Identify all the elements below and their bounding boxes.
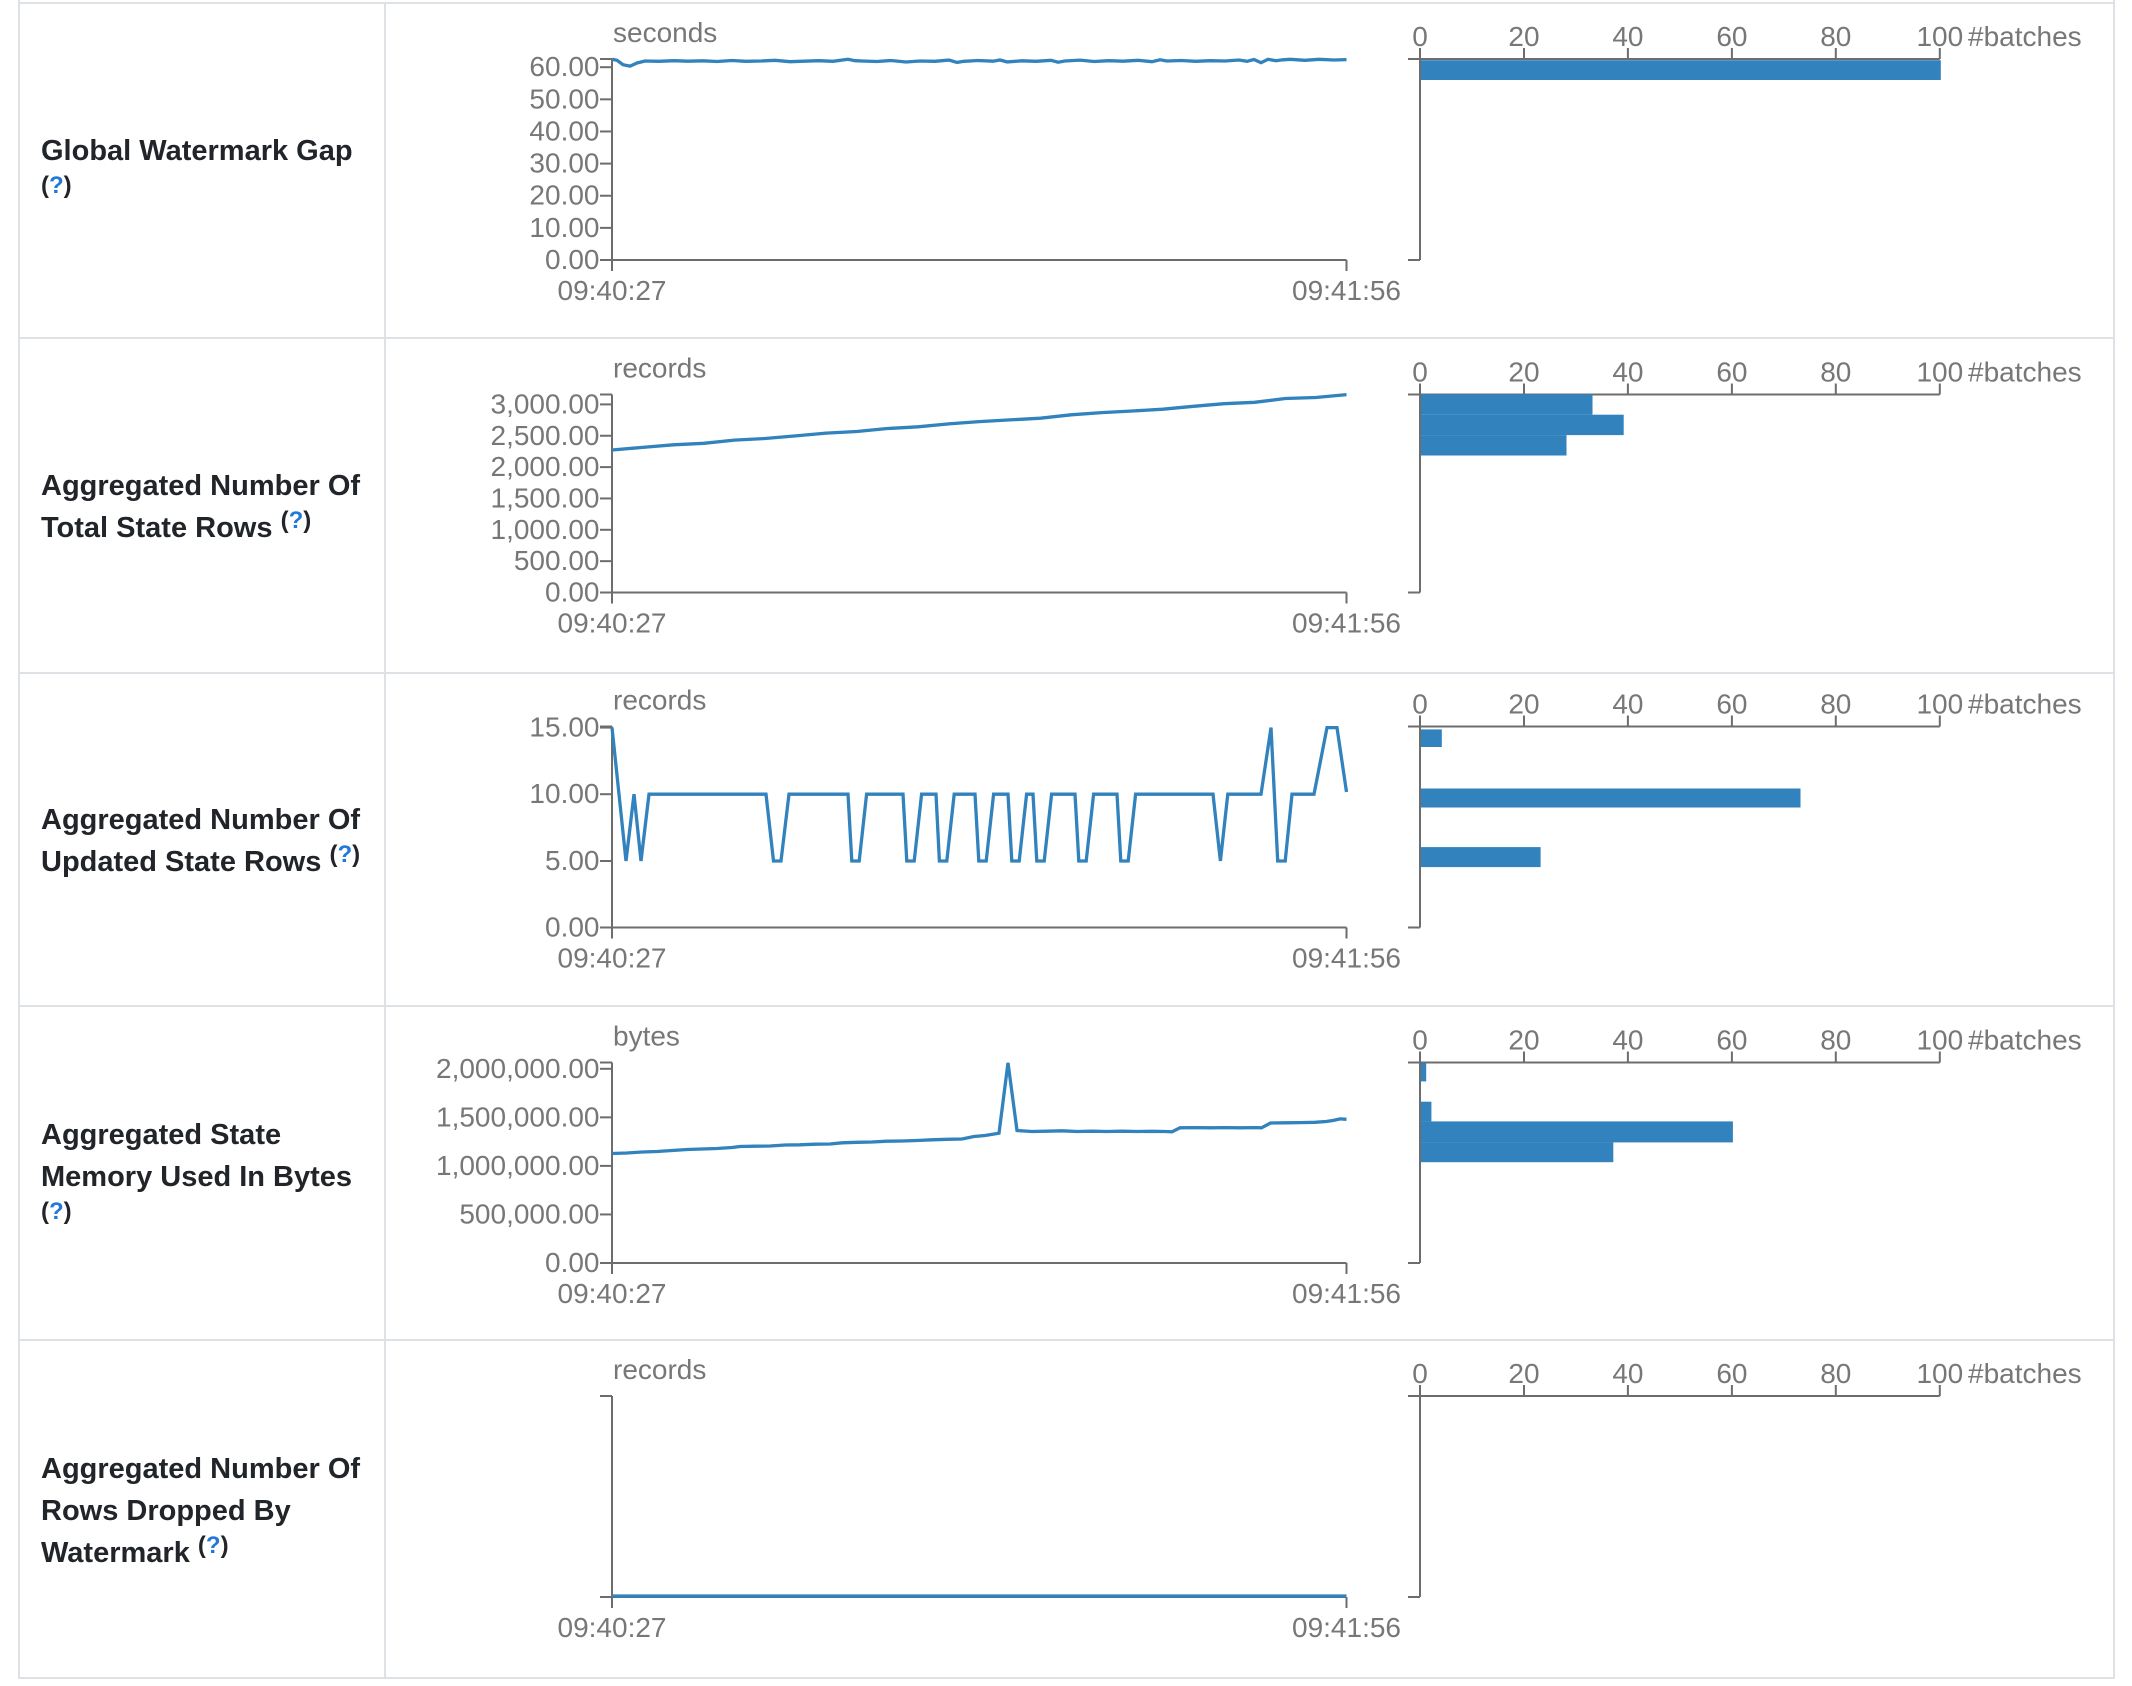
svg-text:0.00: 0.00 <box>545 577 600 608</box>
svg-text:30.00: 30.00 <box>529 148 599 179</box>
svg-text:records: records <box>613 353 706 384</box>
svg-text:60: 60 <box>1716 689 1747 720</box>
svg-text:100: 100 <box>1916 21 1963 52</box>
svg-text:#batches: #batches <box>1968 689 2082 720</box>
svg-text:0: 0 <box>1412 21 1428 52</box>
svg-text:records: records <box>613 1354 706 1385</box>
svg-text:40: 40 <box>1612 357 1643 388</box>
svg-text:records: records <box>613 685 706 716</box>
svg-text:0.00: 0.00 <box>545 912 600 943</box>
svg-text:20: 20 <box>1508 357 1539 388</box>
svg-text:bytes: bytes <box>613 1021 680 1052</box>
svg-text:10.00: 10.00 <box>529 778 599 809</box>
svg-text:09:41:56: 09:41:56 <box>1292 1612 1401 1643</box>
svg-text:10.00: 10.00 <box>529 212 599 243</box>
svg-text:#batches: #batches <box>1968 1358 2082 1389</box>
svg-text:#batches: #batches <box>1968 21 2082 52</box>
svg-text:100: 100 <box>1916 689 1963 720</box>
svg-text:#batches: #batches <box>1968 357 2082 388</box>
svg-text:500.00: 500.00 <box>514 545 600 576</box>
svg-text:100: 100 <box>1916 357 1963 388</box>
svg-text:50.00: 50.00 <box>529 83 599 114</box>
svg-text:09:40:27: 09:40:27 <box>558 1278 667 1309</box>
svg-text:100: 100 <box>1916 1025 1963 1056</box>
svg-text:3,000.00: 3,000.00 <box>491 388 600 419</box>
svg-text:20: 20 <box>1508 1025 1539 1056</box>
svg-text:80: 80 <box>1820 21 1851 52</box>
svg-text:60: 60 <box>1716 1358 1747 1389</box>
svg-text:60.00: 60.00 <box>529 51 599 82</box>
svg-text:09:41:56: 09:41:56 <box>1292 1278 1401 1309</box>
svg-text:#batches: #batches <box>1968 1025 2082 1056</box>
svg-text:60: 60 <box>1716 357 1747 388</box>
svg-text:1,000.00: 1,000.00 <box>491 514 600 545</box>
svg-text:2,000,000.00: 2,000,000.00 <box>436 1053 600 1084</box>
svg-text:1,000,000.00: 1,000,000.00 <box>436 1150 600 1181</box>
svg-text:20: 20 <box>1508 689 1539 720</box>
svg-text:60: 60 <box>1716 21 1747 52</box>
svg-text:seconds: seconds <box>613 17 717 48</box>
svg-text:09:40:27: 09:40:27 <box>558 275 667 306</box>
svg-text:5.00: 5.00 <box>545 845 600 876</box>
svg-text:20: 20 <box>1508 1358 1539 1389</box>
svg-text:0: 0 <box>1412 689 1428 720</box>
svg-text:500,000.00: 500,000.00 <box>459 1199 599 1230</box>
svg-text:09:41:56: 09:41:56 <box>1292 608 1401 639</box>
svg-text:20: 20 <box>1508 21 1539 52</box>
svg-text:1,500.00: 1,500.00 <box>491 482 600 513</box>
svg-text:40: 40 <box>1612 689 1643 720</box>
svg-text:0: 0 <box>1412 357 1428 388</box>
svg-text:09:40:27: 09:40:27 <box>558 608 667 639</box>
svg-text:0.00: 0.00 <box>545 244 600 275</box>
svg-text:0: 0 <box>1412 1358 1428 1389</box>
svg-text:80: 80 <box>1820 1358 1851 1389</box>
svg-text:09:40:27: 09:40:27 <box>558 1612 667 1643</box>
svg-text:40: 40 <box>1612 1358 1643 1389</box>
svg-text:09:41:56: 09:41:56 <box>1292 275 1401 306</box>
svg-text:15.00: 15.00 <box>529 712 599 743</box>
svg-text:2,500.00: 2,500.00 <box>491 420 600 451</box>
svg-text:80: 80 <box>1820 1025 1851 1056</box>
svg-text:40: 40 <box>1612 1025 1643 1056</box>
svg-text:0: 0 <box>1412 1025 1428 1056</box>
svg-text:1,500,000.00: 1,500,000.00 <box>436 1101 600 1132</box>
svg-text:09:41:56: 09:41:56 <box>1292 943 1401 974</box>
svg-text:40.00: 40.00 <box>529 116 599 147</box>
svg-text:80: 80 <box>1820 689 1851 720</box>
svg-text:09:40:27: 09:40:27 <box>558 943 667 974</box>
svg-text:40: 40 <box>1612 21 1643 52</box>
svg-text:60: 60 <box>1716 1025 1747 1056</box>
svg-text:100: 100 <box>1916 1358 1963 1389</box>
svg-text:20.00: 20.00 <box>529 180 599 211</box>
svg-text:2,000.00: 2,000.00 <box>491 451 600 482</box>
svg-text:80: 80 <box>1820 357 1851 388</box>
svg-text:0.00: 0.00 <box>545 1247 600 1278</box>
